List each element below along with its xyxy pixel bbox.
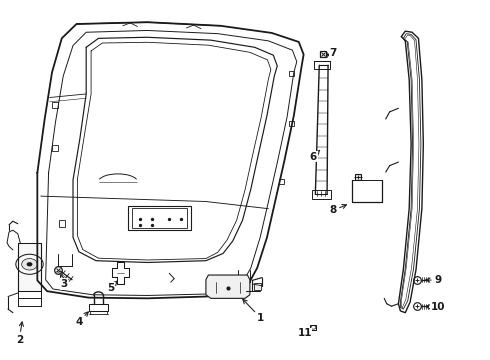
- Bar: [289, 121, 294, 126]
- Text: 5: 5: [107, 281, 117, 293]
- Text: 8: 8: [329, 204, 346, 216]
- Text: 4: 4: [75, 312, 88, 327]
- Bar: [254, 283, 261, 291]
- Bar: [210, 278, 246, 296]
- Bar: [52, 145, 58, 151]
- Bar: [59, 220, 65, 226]
- Bar: [132, 208, 187, 228]
- Bar: [52, 102, 58, 108]
- Bar: [312, 190, 331, 199]
- Text: 11: 11: [297, 328, 312, 338]
- Bar: [18, 243, 41, 291]
- Polygon shape: [206, 275, 250, 298]
- Text: 1: 1: [243, 300, 265, 323]
- Text: 7: 7: [328, 48, 337, 58]
- Bar: [89, 305, 108, 311]
- Bar: [315, 61, 330, 69]
- Circle shape: [22, 258, 37, 270]
- Text: 2: 2: [16, 322, 24, 345]
- Bar: [311, 325, 317, 329]
- Bar: [279, 179, 284, 184]
- Text: 10: 10: [426, 302, 445, 312]
- Circle shape: [26, 262, 32, 266]
- Text: 6: 6: [310, 150, 319, 162]
- Bar: [289, 71, 294, 76]
- Bar: [128, 206, 191, 230]
- Text: 3: 3: [60, 275, 68, 289]
- Text: 9: 9: [426, 275, 441, 285]
